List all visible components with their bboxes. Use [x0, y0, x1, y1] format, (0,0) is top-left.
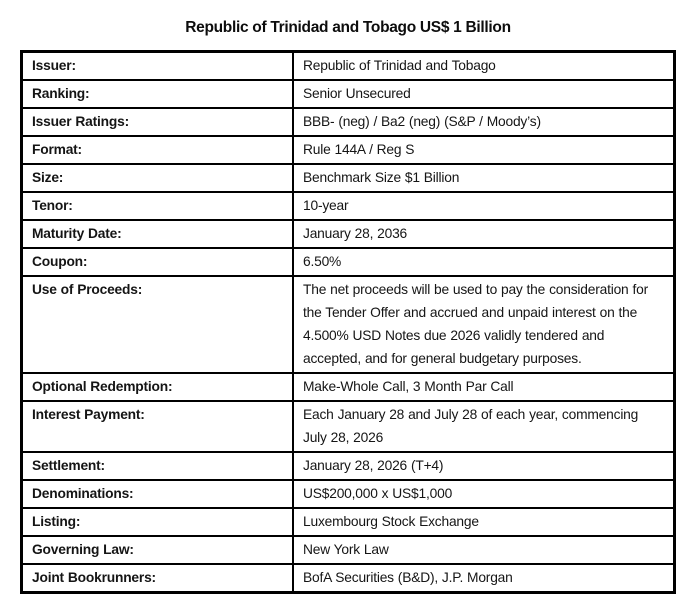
- table-row: Tenor: 10-year: [20, 191, 676, 221]
- table-row: Maturity Date: January 28, 2036: [20, 219, 676, 249]
- row-value: January 28, 2026 (T+4): [292, 451, 676, 481]
- term-sheet-body: Issuer: Republic of Trinidad and Tobago …: [20, 50, 676, 594]
- table-row: Joint Bookrunners: BofA Securities (B&D)…: [20, 563, 676, 594]
- table-row: Issuer Ratings: BBB- (neg) / Ba2 (neg) (…: [20, 107, 676, 137]
- row-label: Issuer:: [20, 50, 294, 81]
- table-row: Format: Rule 144A / Reg S: [20, 135, 676, 165]
- table-row: Denominations: US$200,000 x US$1,000: [20, 479, 676, 509]
- row-label: Issuer Ratings:: [20, 107, 294, 137]
- row-value: Rule 144A / Reg S: [292, 135, 676, 165]
- row-value: The net proceeds will be used to pay the…: [292, 275, 676, 374]
- row-label: Governing Law:: [20, 535, 294, 565]
- row-label: Ranking:: [20, 79, 294, 109]
- row-value: January 28, 2036: [292, 219, 676, 249]
- table-row: Size: Benchmark Size $1 Billion: [20, 163, 676, 193]
- table-row: Ranking: Senior Unsecured: [20, 79, 676, 109]
- table-row: Optional Redemption: Make-Whole Call, 3 …: [20, 372, 676, 402]
- row-value: Make-Whole Call, 3 Month Par Call: [292, 372, 676, 402]
- row-label: Optional Redemption:: [20, 372, 294, 402]
- table-row: Listing: Luxembourg Stock Exchange: [20, 507, 676, 537]
- row-label: Format:: [20, 135, 294, 165]
- table-row: Issuer: Republic of Trinidad and Tobago: [20, 50, 676, 81]
- table-row: Use of Proceeds: The net proceeds will b…: [20, 275, 676, 374]
- row-value: BBB- (neg) / Ba2 (neg) (S&P / Moody’s): [292, 107, 676, 137]
- row-value: US$200,000 x US$1,000: [292, 479, 676, 509]
- row-label: Listing:: [20, 507, 294, 537]
- row-value: Benchmark Size $1 Billion: [292, 163, 676, 193]
- row-value: New York Law: [292, 535, 676, 565]
- row-value: Senior Unsecured: [292, 79, 676, 109]
- row-label: Size:: [20, 163, 294, 193]
- row-value: 10-year: [292, 191, 676, 221]
- table-row: Interest Payment: Each January 28 and Ju…: [20, 400, 676, 453]
- row-label: Coupon:: [20, 247, 294, 277]
- table-row: Settlement: January 28, 2026 (T+4): [20, 451, 676, 481]
- row-label: Interest Payment:: [20, 400, 294, 453]
- page-title: Republic of Trinidad and Tobago US$ 1 Bi…: [185, 19, 511, 36]
- row-label: Settlement:: [20, 451, 294, 481]
- row-value: 6.50%: [292, 247, 676, 277]
- row-label: Joint Bookrunners:: [20, 563, 294, 594]
- table-row: Coupon: 6.50%: [20, 247, 676, 277]
- table-row: Governing Law: New York Law: [20, 535, 676, 565]
- row-label: Denominations:: [20, 479, 294, 509]
- term-sheet-table: Issuer: Republic of Trinidad and Tobago …: [20, 50, 676, 594]
- row-label: Use of Proceeds:: [20, 275, 294, 374]
- row-label: Tenor:: [20, 191, 294, 221]
- row-value: BofA Securities (B&D), J.P. Morgan: [292, 563, 676, 594]
- row-label: Maturity Date:: [20, 219, 294, 249]
- row-value: Luxembourg Stock Exchange: [292, 507, 676, 537]
- row-value: Republic of Trinidad and Tobago: [292, 50, 676, 81]
- row-value: Each January 28 and July 28 of each year…: [292, 400, 676, 453]
